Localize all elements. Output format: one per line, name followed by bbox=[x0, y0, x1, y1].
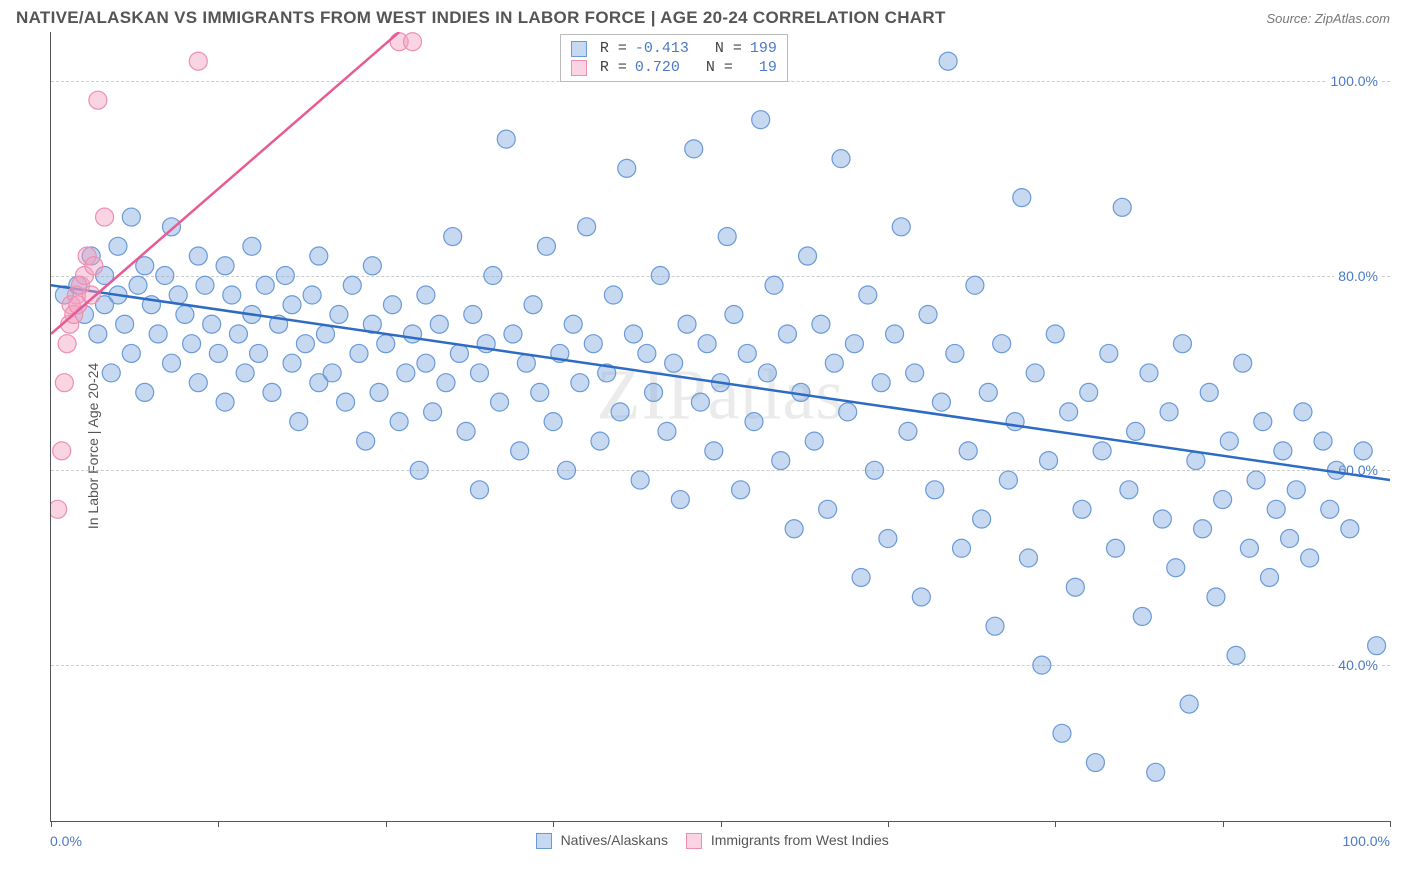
n-label: N = bbox=[688, 59, 733, 76]
series-legend: Natives/Alaskans Immigrants from West In… bbox=[536, 832, 889, 849]
x-tick bbox=[51, 821, 52, 827]
x-tick bbox=[386, 821, 387, 827]
blue-swatch-icon bbox=[571, 41, 587, 57]
pink-r-value: 0.720 bbox=[635, 59, 680, 76]
source-attribution: Source: ZipAtlas.com bbox=[1266, 11, 1390, 26]
x-tick bbox=[218, 821, 219, 827]
x-min-label: 0.0% bbox=[50, 833, 82, 849]
x-tick bbox=[888, 821, 889, 827]
x-tick bbox=[1055, 821, 1056, 827]
pink-series-label: Immigrants from West Indies bbox=[711, 832, 889, 848]
scatter-plot bbox=[51, 32, 1390, 821]
n-label: N = bbox=[697, 40, 742, 57]
correlation-legend: R = -0.413 N = 199 R = 0.720 N = 19 bbox=[560, 34, 788, 82]
x-tick bbox=[1223, 821, 1224, 827]
blue-swatch-icon bbox=[536, 833, 552, 849]
pink-swatch-icon bbox=[571, 60, 587, 76]
chart-area: ZIPatlas R = -0.413 N = 199 R = 0.720 N … bbox=[50, 32, 1390, 822]
x-tick bbox=[721, 821, 722, 827]
x-max-label: 100.0% bbox=[1343, 833, 1390, 849]
blue-series-label: Natives/Alaskans bbox=[561, 832, 668, 848]
pink-swatch-icon bbox=[686, 833, 702, 849]
x-tick bbox=[1390, 821, 1391, 827]
pink-n-value: 19 bbox=[741, 59, 777, 76]
r-label: R = bbox=[600, 40, 627, 57]
r-label: R = bbox=[600, 59, 627, 76]
chart-title: NATIVE/ALASKAN VS IMMIGRANTS FROM WEST I… bbox=[16, 8, 946, 28]
x-tick bbox=[553, 821, 554, 827]
blue-n-value: 199 bbox=[750, 40, 777, 57]
blue-r-value: -0.413 bbox=[635, 40, 689, 57]
